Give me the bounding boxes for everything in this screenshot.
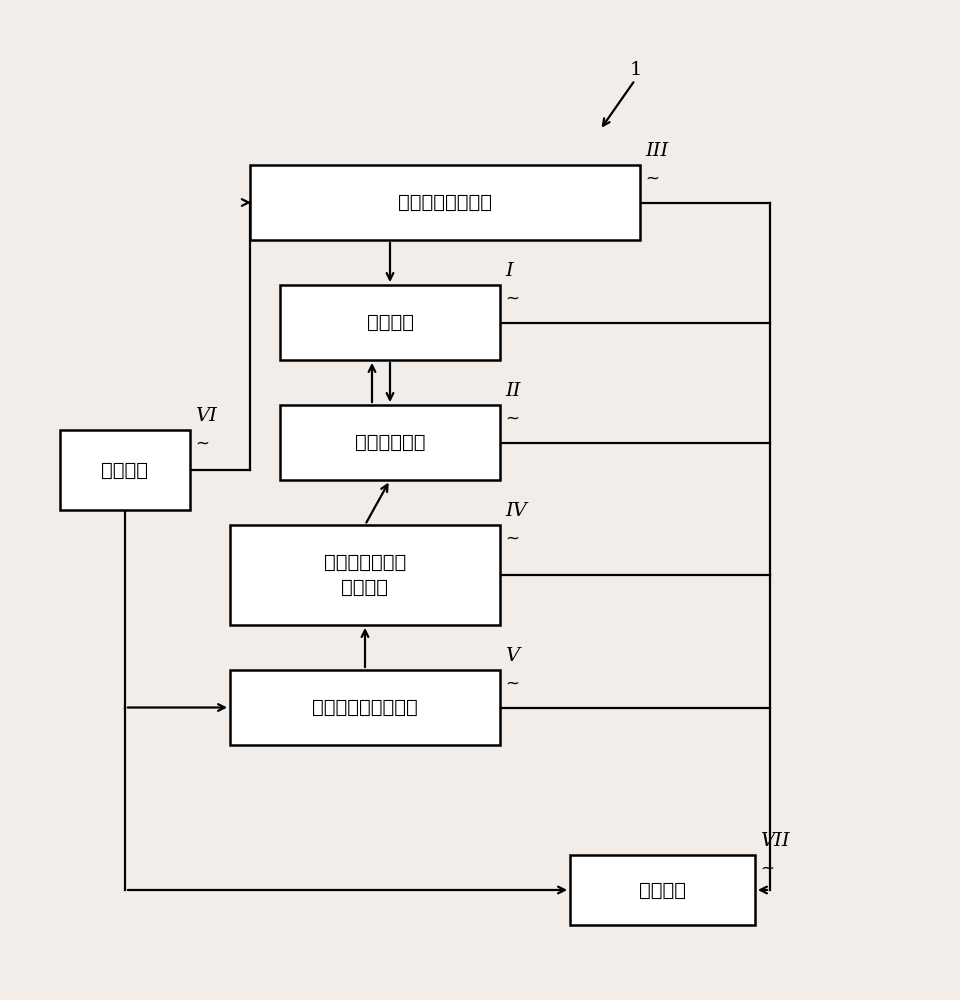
Bar (280, 405, 500, 480)
Text: 测量处理: 测量处理 (102, 460, 149, 480)
Text: VII: VII (760, 832, 790, 850)
Text: ~: ~ (195, 435, 209, 453)
Text: 存储处理: 存储处理 (639, 880, 686, 900)
Text: III: III (645, 142, 668, 160)
Text: 红细胞量的评估处理: 红细胞量的评估处理 (312, 698, 418, 717)
Text: ~: ~ (505, 290, 519, 308)
Text: ~: ~ (505, 530, 519, 548)
Text: I: I (505, 262, 513, 280)
Bar (570, 855, 755, 925)
Text: 血液凝固评估处理: 血液凝固评估处理 (398, 193, 492, 212)
Text: IV: IV (505, 502, 527, 520)
Text: 校正处理: 校正处理 (367, 313, 414, 332)
Bar (230, 525, 500, 625)
Text: ~: ~ (505, 675, 519, 693)
Bar (280, 285, 500, 360)
Bar (230, 670, 500, 745)
Text: V: V (505, 647, 519, 665)
Text: ~: ~ (760, 860, 774, 878)
Text: VI: VI (195, 407, 217, 425)
Text: 相关检测处理: 相关检测处理 (355, 433, 425, 452)
Bar (60, 430, 190, 510)
Text: ~: ~ (645, 170, 659, 188)
Bar (250, 165, 640, 240)
Text: ~: ~ (505, 410, 519, 428)
Text: 血浆中药剂浓度
计算处理: 血浆中药剂浓度 计算处理 (324, 553, 406, 597)
Text: II: II (505, 382, 520, 400)
Text: 1: 1 (630, 61, 642, 79)
